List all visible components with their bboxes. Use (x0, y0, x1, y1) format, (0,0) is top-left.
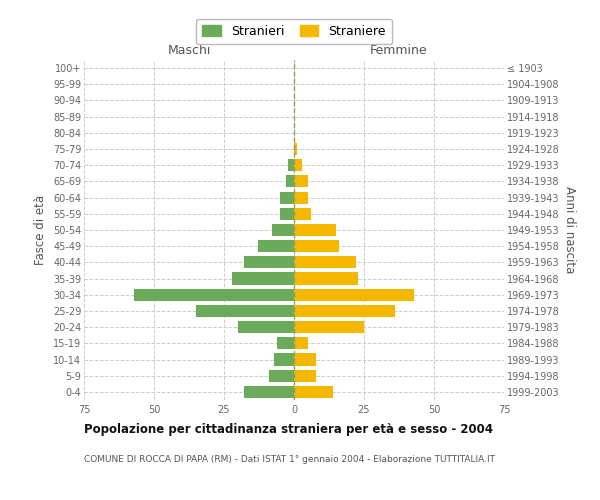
Bar (257, 240, 294, 252)
Bar (274, 354, 294, 366)
Bar (294, 224, 336, 236)
Bar (196, 305, 294, 317)
Bar (294, 143, 297, 155)
Bar (269, 370, 294, 382)
Bar (294, 240, 339, 252)
Bar (294, 354, 316, 366)
Bar (294, 192, 308, 203)
Bar (289, 159, 294, 172)
Bar (294, 288, 415, 301)
Bar (134, 288, 294, 301)
Bar (280, 192, 294, 203)
Bar (238, 321, 294, 333)
Bar (280, 208, 294, 220)
Bar (294, 272, 358, 284)
Legend: Stranieri, Straniere: Stranieri, Straniere (196, 18, 392, 44)
Bar (294, 208, 311, 220)
Bar (277, 338, 294, 349)
Bar (244, 256, 294, 268)
Y-axis label: Fasce di età: Fasce di età (34, 195, 47, 265)
Bar (294, 159, 302, 172)
Text: COMUNE DI ROCCA DI PAPA (RM) - Dati ISTAT 1° gennaio 2004 - Elaborazione TUTTITA: COMUNE DI ROCCA DI PAPA (RM) - Dati ISTA… (84, 455, 495, 464)
Bar (294, 176, 308, 188)
Y-axis label: Anni di nascita: Anni di nascita (563, 186, 576, 274)
Text: Maschi: Maschi (167, 44, 211, 57)
Bar (294, 338, 308, 349)
Bar (294, 256, 356, 268)
Bar (286, 176, 294, 188)
Bar (294, 370, 316, 382)
Bar (244, 386, 294, 398)
Text: Popolazione per cittadinanza straniera per età e sesso - 2004: Popolazione per cittadinanza straniera p… (84, 422, 493, 436)
Bar (272, 224, 294, 236)
Bar (232, 272, 294, 284)
Bar (294, 386, 333, 398)
Text: Femmine: Femmine (370, 44, 428, 57)
Bar (294, 305, 395, 317)
Bar (294, 321, 364, 333)
